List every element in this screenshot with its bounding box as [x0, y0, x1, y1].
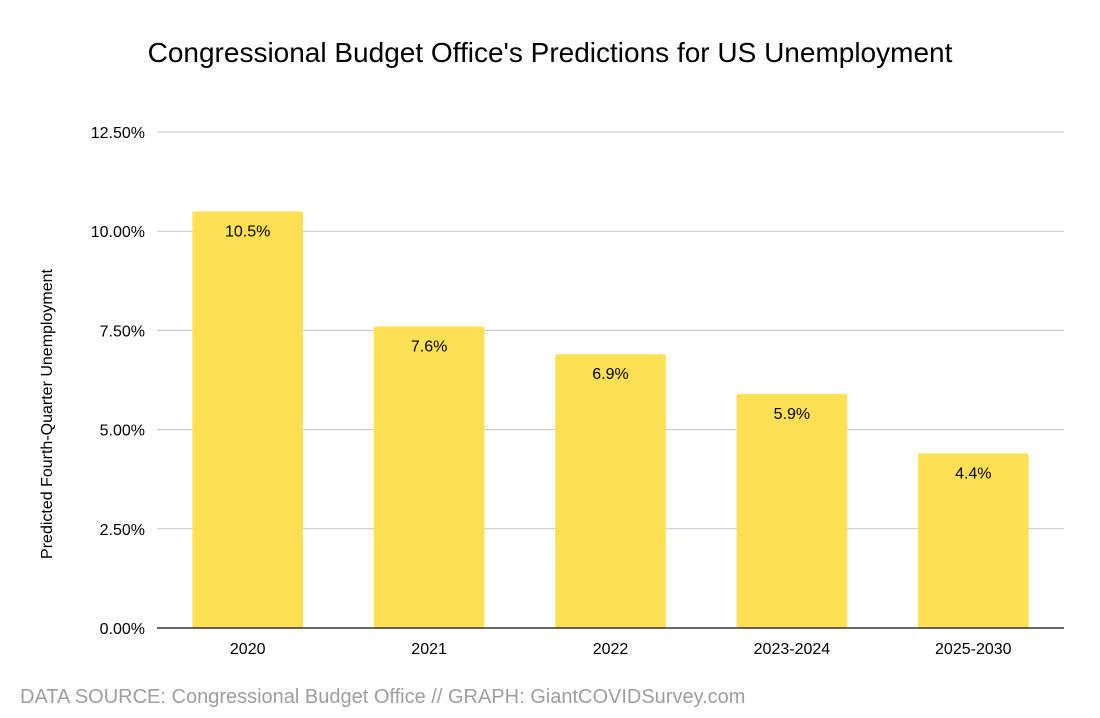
data-labels: 10.5% 7.6% 6.9% 5.9% 4.4% [225, 223, 992, 482]
x-tick-label-2020: 2020 [230, 641, 266, 658]
x-tick-label-2023-2024: 2023-2024 [754, 641, 831, 658]
data-label-2020: 10.5% [225, 223, 270, 240]
bar-2022 [555, 354, 666, 628]
y-tick-label: 5.00% [100, 423, 145, 440]
bars [192, 211, 1029, 629]
y-tick-label: 0.00% [100, 621, 145, 638]
bar-2025-2030 [917, 453, 1029, 628]
y-tick-label: 10.00% [91, 224, 145, 241]
x-tick-label-2022: 2022 [593, 641, 629, 658]
bar-2021 [373, 326, 485, 628]
chart-title: Congressional Budget Office's Prediction… [148, 37, 953, 68]
x-tick-label-2021: 2021 [411, 641, 447, 658]
data-label-2025-2030: 4.4% [955, 465, 991, 482]
x-axis-ticks: 2020 2021 2022 2023-2024 2025-2030 [230, 641, 1012, 658]
y-axis-title: Predicted Fourth-Quarter Unemployment [39, 269, 56, 559]
y-tick-label: 7.50% [100, 323, 145, 340]
x-tick-label-2025-2030: 2025-2030 [935, 641, 1012, 658]
bar-2023-2024 [736, 393, 848, 628]
bar-2020 [192, 211, 304, 629]
data-label-2021: 7.6% [411, 338, 447, 355]
y-tick-label: 12.50% [91, 125, 145, 142]
y-axis-ticks: 0.00% 2.50% 5.00% 7.50% 10.00% 12.50% [91, 125, 145, 638]
data-label-2022: 6.9% [592, 366, 628, 383]
gridlines [157, 131, 1064, 530]
data-source-footer: DATA SOURCE: Congressional Budget Office… [20, 686, 745, 708]
y-tick-label: 2.50% [100, 522, 145, 539]
data-label-2023-2024: 5.9% [774, 406, 810, 423]
